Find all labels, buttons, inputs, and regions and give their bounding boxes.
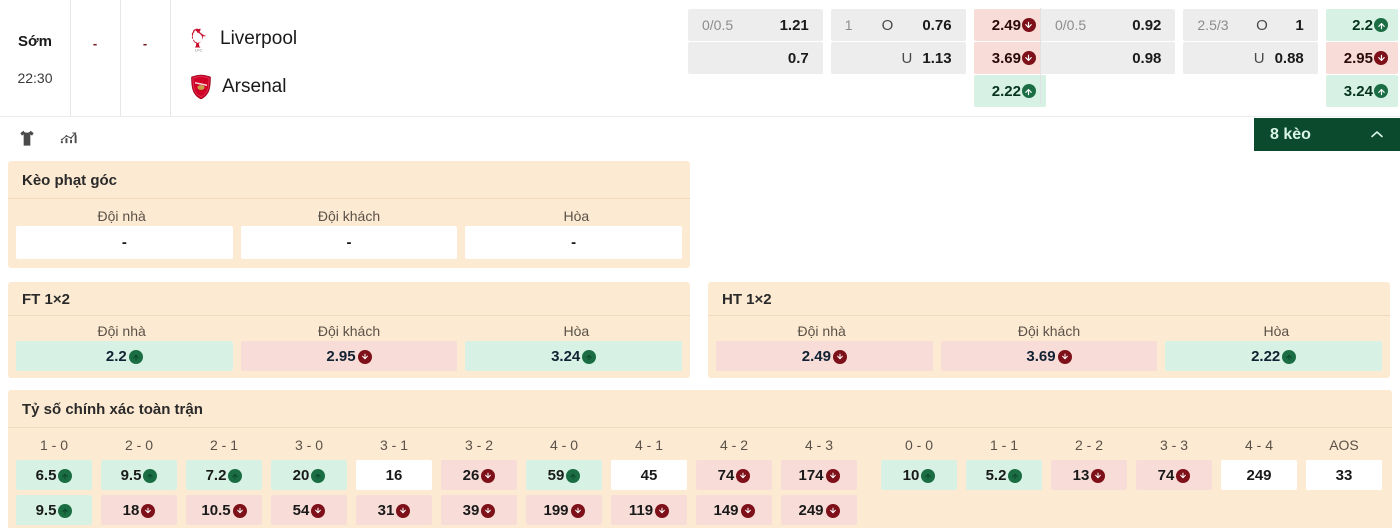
svg-text:LFC: LFC [195,48,203,52]
